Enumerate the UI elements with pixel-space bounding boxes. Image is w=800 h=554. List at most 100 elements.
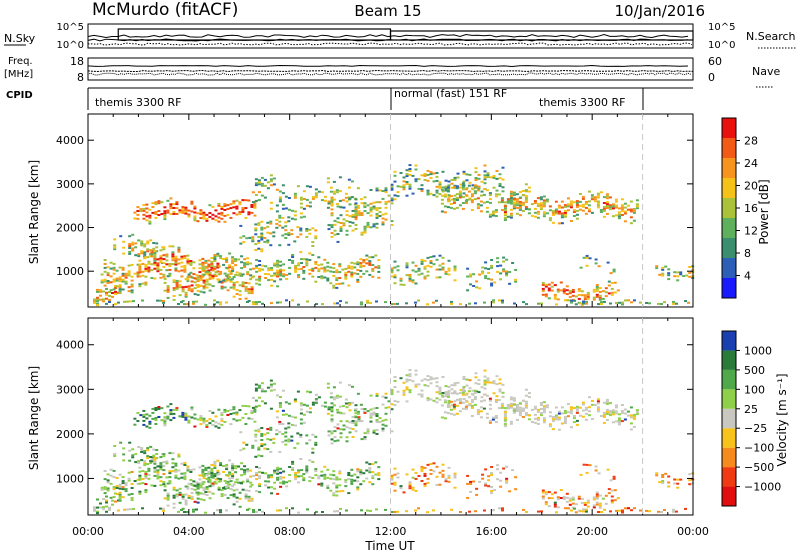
power-cell	[629, 200, 633, 203]
velocity-cell	[192, 508, 195, 511]
power-cell	[326, 265, 330, 268]
velocity-cell	[596, 406, 600, 409]
velocity-cell	[420, 469, 424, 472]
power-cell	[99, 298, 102, 301]
power-cell	[285, 277, 289, 280]
velocity-cell	[140, 451, 144, 453]
power-cell	[542, 203, 546, 206]
velocity-cell	[464, 405, 468, 408]
velocity-cell	[366, 410, 370, 413]
velocity-cell	[171, 470, 175, 473]
power-cell	[208, 212, 212, 214]
power-cell	[281, 234, 285, 237]
velocity-cell	[474, 376, 478, 379]
power-cell	[503, 211, 507, 214]
power-cell	[220, 211, 224, 214]
power-cell	[563, 204, 567, 207]
velocity-cell	[468, 510, 471, 513]
power-cell	[405, 183, 409, 185]
power-cell	[350, 271, 354, 274]
power-cell	[374, 266, 378, 269]
power-cell	[473, 192, 477, 195]
velocity-cell	[645, 509, 648, 512]
power-cell	[542, 213, 546, 216]
power-cell	[321, 303, 324, 306]
velocity-cell	[344, 402, 348, 405]
power-cell	[260, 194, 264, 197]
velocity-cell	[571, 498, 575, 501]
velocity-cell	[501, 507, 504, 510]
power-cell	[99, 288, 102, 291]
power-cell	[524, 200, 528, 203]
power-cell	[284, 233, 288, 236]
power-cell	[180, 265, 184, 268]
velocity-cell	[339, 507, 342, 510]
power-cell	[580, 304, 584, 306]
velocity-cell	[267, 474, 271, 477]
power-cell	[368, 256, 372, 259]
velocity-cell	[181, 507, 185, 510]
velocity-cell	[314, 400, 318, 402]
velocity-cell	[583, 501, 587, 504]
power-cell	[138, 283, 142, 286]
power-cell	[408, 183, 412, 186]
velocity-cell	[506, 405, 510, 408]
power-cell	[600, 301, 603, 304]
velocity-cell	[130, 497, 134, 499]
power-cell	[623, 210, 627, 213]
velocity-cell	[608, 410, 612, 413]
velocity-cell	[569, 410, 573, 413]
power-cell	[166, 296, 170, 299]
power-cell	[241, 285, 245, 288]
velocity-cell	[181, 411, 185, 414]
velocity-cell	[213, 467, 217, 469]
velocity-cell	[314, 443, 318, 446]
velocity-cell	[605, 402, 609, 405]
power-cell	[196, 212, 200, 215]
velocity-cell	[308, 391, 312, 394]
power-cell	[131, 241, 135, 244]
velocity-cell	[587, 406, 591, 409]
power-cell	[396, 265, 400, 268]
velocity-cell	[575, 419, 579, 422]
power-cell	[605, 207, 609, 209]
power-cell	[216, 270, 220, 273]
velocity-cell	[208, 479, 212, 482]
power-cell	[210, 264, 214, 267]
velocity-cell	[229, 409, 233, 411]
power-cell	[157, 214, 161, 216]
power-cell	[326, 269, 330, 272]
power-cell	[443, 195, 447, 198]
velocity-cell	[258, 475, 262, 478]
velocity-cell	[291, 462, 295, 465]
power-cell	[498, 183, 502, 185]
velocity-cell	[602, 411, 606, 414]
velocity-cell	[150, 458, 154, 461]
velocity-cell	[598, 504, 602, 507]
velocity-cell	[270, 492, 274, 495]
velocity-cell	[250, 417, 254, 420]
time-tick-label: 04:00	[173, 525, 205, 538]
velocity-cell	[521, 416, 525, 418]
velocity-cell	[192, 510, 195, 513]
power-cell	[305, 185, 309, 188]
power-cell	[99, 294, 102, 297]
power-cell	[601, 290, 605, 293]
power-cell	[217, 202, 221, 205]
velocity-cell	[488, 407, 492, 410]
power-cell	[208, 275, 212, 278]
power-cell	[462, 170, 466, 173]
power-cell	[354, 206, 358, 209]
power-cell	[509, 212, 513, 215]
power-cell	[614, 198, 618, 201]
velocity-cell	[198, 482, 202, 485]
velocity-cell	[217, 486, 221, 489]
power-cell	[345, 301, 348, 304]
power-cell	[129, 300, 132, 303]
power-cell	[332, 267, 336, 270]
velocity-cell	[368, 467, 372, 470]
velocity-cell	[232, 412, 236, 415]
power-cell	[169, 203, 173, 206]
power-cell	[276, 269, 280, 272]
power-cell	[282, 275, 286, 278]
